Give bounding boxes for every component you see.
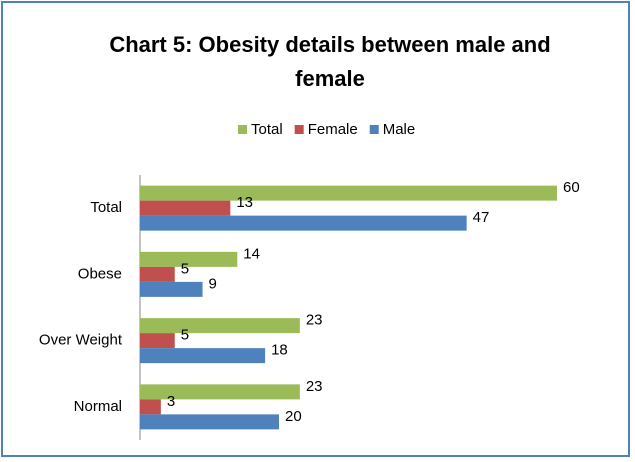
value-label: 60 bbox=[563, 179, 580, 196]
bar bbox=[140, 185, 557, 201]
category-label: Normal bbox=[74, 398, 122, 415]
bar bbox=[140, 281, 203, 297]
bar bbox=[140, 215, 467, 231]
bar bbox=[140, 348, 266, 364]
legend-swatch bbox=[238, 125, 247, 134]
bar bbox=[140, 318, 300, 334]
category-label: Over Weight bbox=[39, 332, 123, 349]
bar bbox=[140, 414, 279, 430]
bar bbox=[140, 399, 161, 415]
bar bbox=[140, 200, 231, 216]
category-label: Total bbox=[90, 199, 122, 216]
bar bbox=[140, 251, 238, 267]
value-label: 14 bbox=[243, 245, 260, 262]
value-label: 23 bbox=[306, 378, 323, 395]
legend-label: Total bbox=[251, 121, 283, 138]
value-label: 23 bbox=[306, 312, 323, 329]
value-label: 47 bbox=[473, 209, 490, 226]
legend-label: Male bbox=[383, 121, 416, 138]
value-label: 13 bbox=[236, 194, 253, 211]
bar bbox=[140, 333, 175, 349]
bar bbox=[140, 266, 175, 282]
value-label: 20 bbox=[285, 408, 302, 425]
value-label: 5 bbox=[181, 260, 189, 277]
value-label: 18 bbox=[271, 342, 288, 359]
legend-swatch bbox=[294, 125, 304, 134]
bar bbox=[140, 384, 300, 400]
chart-title: Chart 5: Obesity details between male an… bbox=[109, 32, 551, 91]
value-label: 9 bbox=[209, 275, 217, 292]
legend-swatch bbox=[369, 125, 379, 134]
chart-frame bbox=[1, 1, 630, 457]
value-label: 3 bbox=[167, 393, 175, 410]
value-label: 5 bbox=[181, 327, 189, 344]
legend-label: Female bbox=[308, 121, 358, 138]
category-label: Obese bbox=[78, 265, 122, 282]
